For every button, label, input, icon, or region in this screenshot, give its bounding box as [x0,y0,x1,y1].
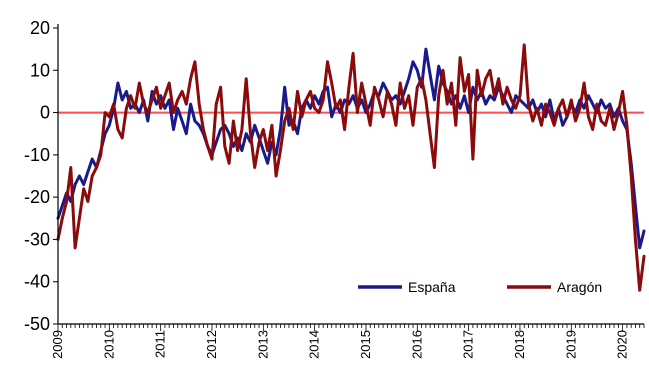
x-tick-label: 2014 [307,330,322,359]
y-tick-label: 20 [30,18,50,38]
series-line-aragón [56,43,646,292]
y-axis-ticks: 20 10 0 -10 -20 -30 -40 -50 [24,18,58,334]
y-tick-label: -30 [24,229,50,249]
y-tick-label: -40 [24,272,50,292]
x-axis-ticks: 2009 2010 2011 2012 2013 2014 2015 2016 2017 2018… [50,324,645,359]
legend-label: España [408,279,456,295]
y-tick-label: -20 [24,187,50,207]
x-tick-label: 2011 [153,330,168,358]
series-layer [56,43,646,292]
x-tick-label: 2013 [255,330,270,359]
legend-label: Aragón [557,279,602,295]
y-tick-label: 0 [40,103,50,123]
y-tick-label: -50 [24,314,50,334]
y-tick-label: 10 [30,60,50,80]
x-tick-label: 2009 [50,330,65,359]
series-line-españa [56,47,646,250]
x-tick-label: 2017 [461,330,476,359]
x-tick-label: 2010 [101,330,116,359]
x-tick-label: 2020 [615,330,630,359]
x-tick-label: 2019 [563,330,578,359]
x-tick-label: 2016 [409,330,424,359]
x-tick-label: 2012 [204,330,219,359]
plot-area [56,24,646,325]
x-tick-label: 2018 [512,330,527,359]
y-tick-label: -10 [24,145,50,165]
chart-legend: España Aragón [358,279,602,295]
x-tick-label: 2015 [358,330,373,359]
